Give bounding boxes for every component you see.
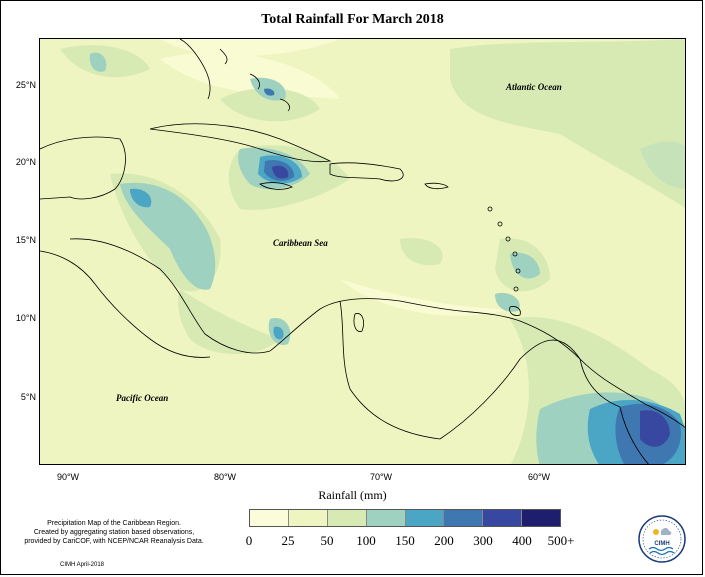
rainfall-map-svg	[40, 39, 685, 464]
legend-swatch	[250, 510, 289, 526]
legend-label: 25	[281, 533, 295, 548]
lon-tick-80w: 80°W	[213, 472, 237, 482]
legend-label: 50	[320, 533, 334, 548]
credit-line: Precipitation Map of the Caribbean Regio…	[47, 520, 181, 527]
legend-swatch	[522, 510, 560, 526]
lat-tick-20n: 20°N	[15, 157, 36, 167]
credit-line: provided by CariCOF, with NCEP/NCAR Rean…	[24, 538, 204, 545]
lon-tick-70w: 70°W	[369, 472, 393, 482]
legend-swatch	[366, 510, 406, 526]
lat-tick-15n: 15°N	[15, 235, 36, 245]
credit-text: Precipitation Map of the Caribbean Regio…	[14, 519, 214, 546]
rainfall-legend	[249, 509, 561, 527]
pacific-ocean-label: Pacific Ocean	[116, 393, 169, 403]
legend-title: Rainfall (mm)	[318, 488, 387, 502]
legend-label: 0	[245, 533, 253, 548]
lon-tick-60w: 60°W	[527, 472, 551, 482]
caribbean-sea-label: Caribbean Sea	[273, 238, 328, 248]
cimh-logo-text: CIMH	[654, 541, 669, 547]
legend-label: 200	[434, 533, 454, 548]
legend-swatch	[405, 510, 445, 526]
atlantic-ocean-label: Atlantic Ocean	[506, 82, 562, 92]
legend-label: 300	[473, 533, 493, 548]
lon-tick-90w: 90°W	[56, 472, 80, 482]
legend-label: 150	[395, 533, 415, 548]
legend-label: 500+	[547, 533, 575, 548]
legend-swatch	[327, 510, 367, 526]
credit-date: CIMH April-2018	[60, 562, 105, 568]
cimh-logo-icon: CIMH	[637, 514, 687, 564]
lat-tick-5n: 5°N	[20, 392, 36, 402]
credit-line: Created by aggregating station based obs…	[33, 529, 195, 536]
legend-swatch	[444, 510, 484, 526]
legend-label: 100	[356, 533, 376, 548]
lat-tick-25n: 25°N	[15, 80, 36, 90]
legend-swatch	[288, 510, 328, 526]
coastlines	[40, 39, 685, 464]
map-title: Total Rainfall For March 2018	[261, 12, 444, 27]
lat-tick-10n: 10°N	[15, 313, 36, 323]
legend-swatch	[483, 510, 523, 526]
rainfall-map: Atlantic Ocean Caribbean Sea Pacific Oce…	[39, 38, 686, 465]
legend-label: 400	[512, 533, 532, 548]
